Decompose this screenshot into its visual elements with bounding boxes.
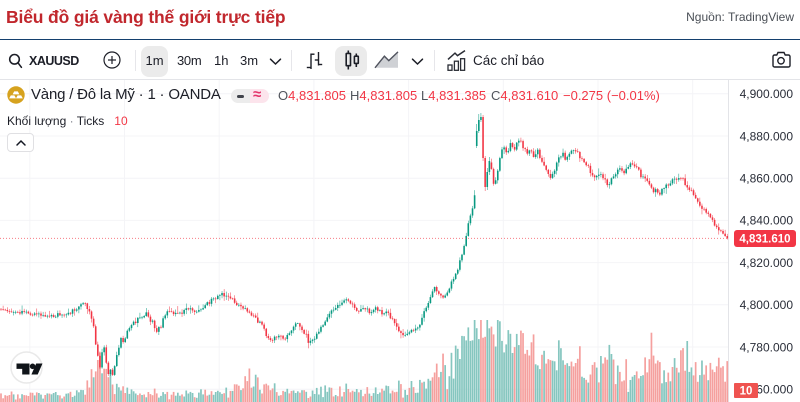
svg-text:4,900.000: 4,900.000 bbox=[740, 87, 794, 101]
svg-text:4,780.000: 4,780.000 bbox=[740, 340, 794, 354]
svg-text:4,820.000: 4,820.000 bbox=[740, 256, 794, 270]
svg-text:4,831.610: 4,831.610 bbox=[739, 233, 790, 245]
svg-text:4,800.000: 4,800.000 bbox=[740, 298, 794, 312]
svg-text:10: 10 bbox=[740, 386, 753, 398]
svg-text:4,840.000: 4,840.000 bbox=[740, 214, 794, 228]
svg-text:4,880.000: 4,880.000 bbox=[740, 129, 794, 143]
svg-text:4,860.000: 4,860.000 bbox=[740, 172, 794, 186]
